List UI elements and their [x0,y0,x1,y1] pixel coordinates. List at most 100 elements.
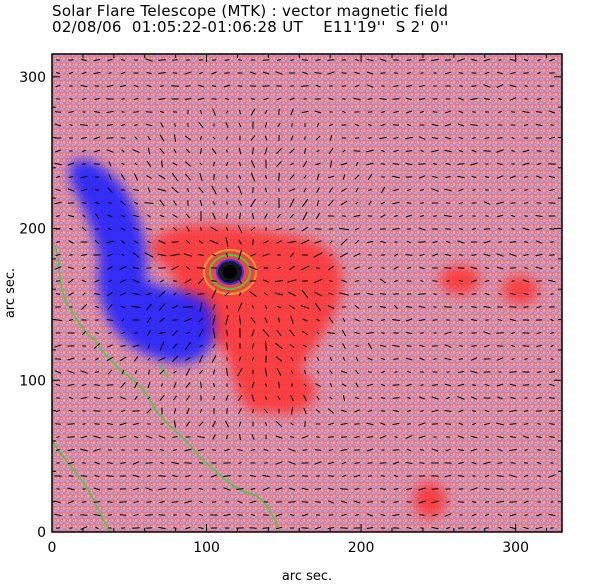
field-vector [107,253,113,257]
field-vector [368,306,372,308]
field-vector [239,292,241,296]
field-vector [212,201,216,205]
field-vector [327,526,335,530]
field-vector [313,278,323,284]
field-vector [264,408,268,414]
field-vector [68,409,74,413]
field-vector [316,436,320,438]
field-vector [340,527,348,529]
field-vector [431,149,439,153]
field-vector [496,201,504,205]
field-vector [56,72,60,74]
field-vector [131,292,141,296]
field-vector [198,186,204,194]
field-vector [445,228,451,230]
field-vector [82,214,86,218]
field-vector [327,71,335,75]
field-vector [366,71,374,75]
field-vector [223,487,231,491]
field-vector [458,97,464,101]
field-vector [134,124,138,126]
field-vector [470,396,478,400]
field-vector [327,500,335,504]
field-vector [224,448,230,452]
field-vector [120,292,126,296]
field-vector [121,318,125,322]
field-vector [289,213,295,219]
field-vector [148,369,150,375]
field-vector [340,370,348,374]
field-vector [121,59,125,61]
field-vector [419,462,425,464]
field-vector [275,526,283,530]
field-vector [119,396,127,400]
field-vector [172,436,178,438]
field-vector [133,97,139,101]
field-vector [108,202,112,204]
field-vector [226,136,228,140]
field-vector [211,355,217,363]
field-vector [185,266,191,270]
field-vector [496,214,504,218]
field-vector [288,501,296,503]
field-vector [93,58,101,62]
field-vector [301,435,309,439]
field-vector [498,98,502,100]
field-vector [536,97,542,101]
field-vector [67,436,75,438]
field-vector [159,317,165,323]
field-vector [121,369,125,375]
field-vector [535,487,543,491]
field-vector [341,329,347,337]
field-vector [368,137,372,139]
field-vector [393,149,399,153]
field-vector [67,500,75,504]
field-vector [444,410,452,412]
field-vector [173,395,177,401]
field-vector [379,278,387,284]
field-vector [119,356,127,362]
field-vector [55,149,61,153]
field-vector [172,214,178,218]
field-vector [405,150,413,152]
field-vector [80,370,88,374]
field-vector [509,253,517,257]
field-vector [290,59,294,61]
field-vector [548,136,556,140]
field-vector [133,111,139,113]
field-vector [158,435,166,439]
field-vector [238,122,242,128]
field-vector [510,292,516,296]
field-vector [406,501,412,503]
field-vector [380,201,386,205]
field-vector [366,58,374,62]
field-vector [133,422,139,426]
field-vector [184,135,192,141]
field-vector [393,84,399,88]
field-vector [160,122,164,128]
field-vector [367,501,373,503]
field-vector [184,98,192,100]
field-vector [160,279,164,283]
field-vector [145,487,153,491]
field-vector [328,199,334,207]
field-vector [68,278,74,284]
field-vector [251,212,255,220]
field-vector [536,202,542,204]
field-vector [354,280,360,282]
field-vector [457,163,465,165]
field-vector [315,212,321,220]
field-vector [457,58,465,62]
field-vector [80,396,88,400]
field-vector [483,253,491,257]
field-vector [290,135,294,141]
field-vector [446,501,450,503]
field-vector [224,59,230,61]
field-vector [198,462,204,464]
field-vector [55,280,61,282]
field-vector [406,448,412,452]
field-vector [252,357,254,361]
field-vector [472,137,476,139]
field-vector [80,448,88,452]
field-vector [226,434,228,440]
